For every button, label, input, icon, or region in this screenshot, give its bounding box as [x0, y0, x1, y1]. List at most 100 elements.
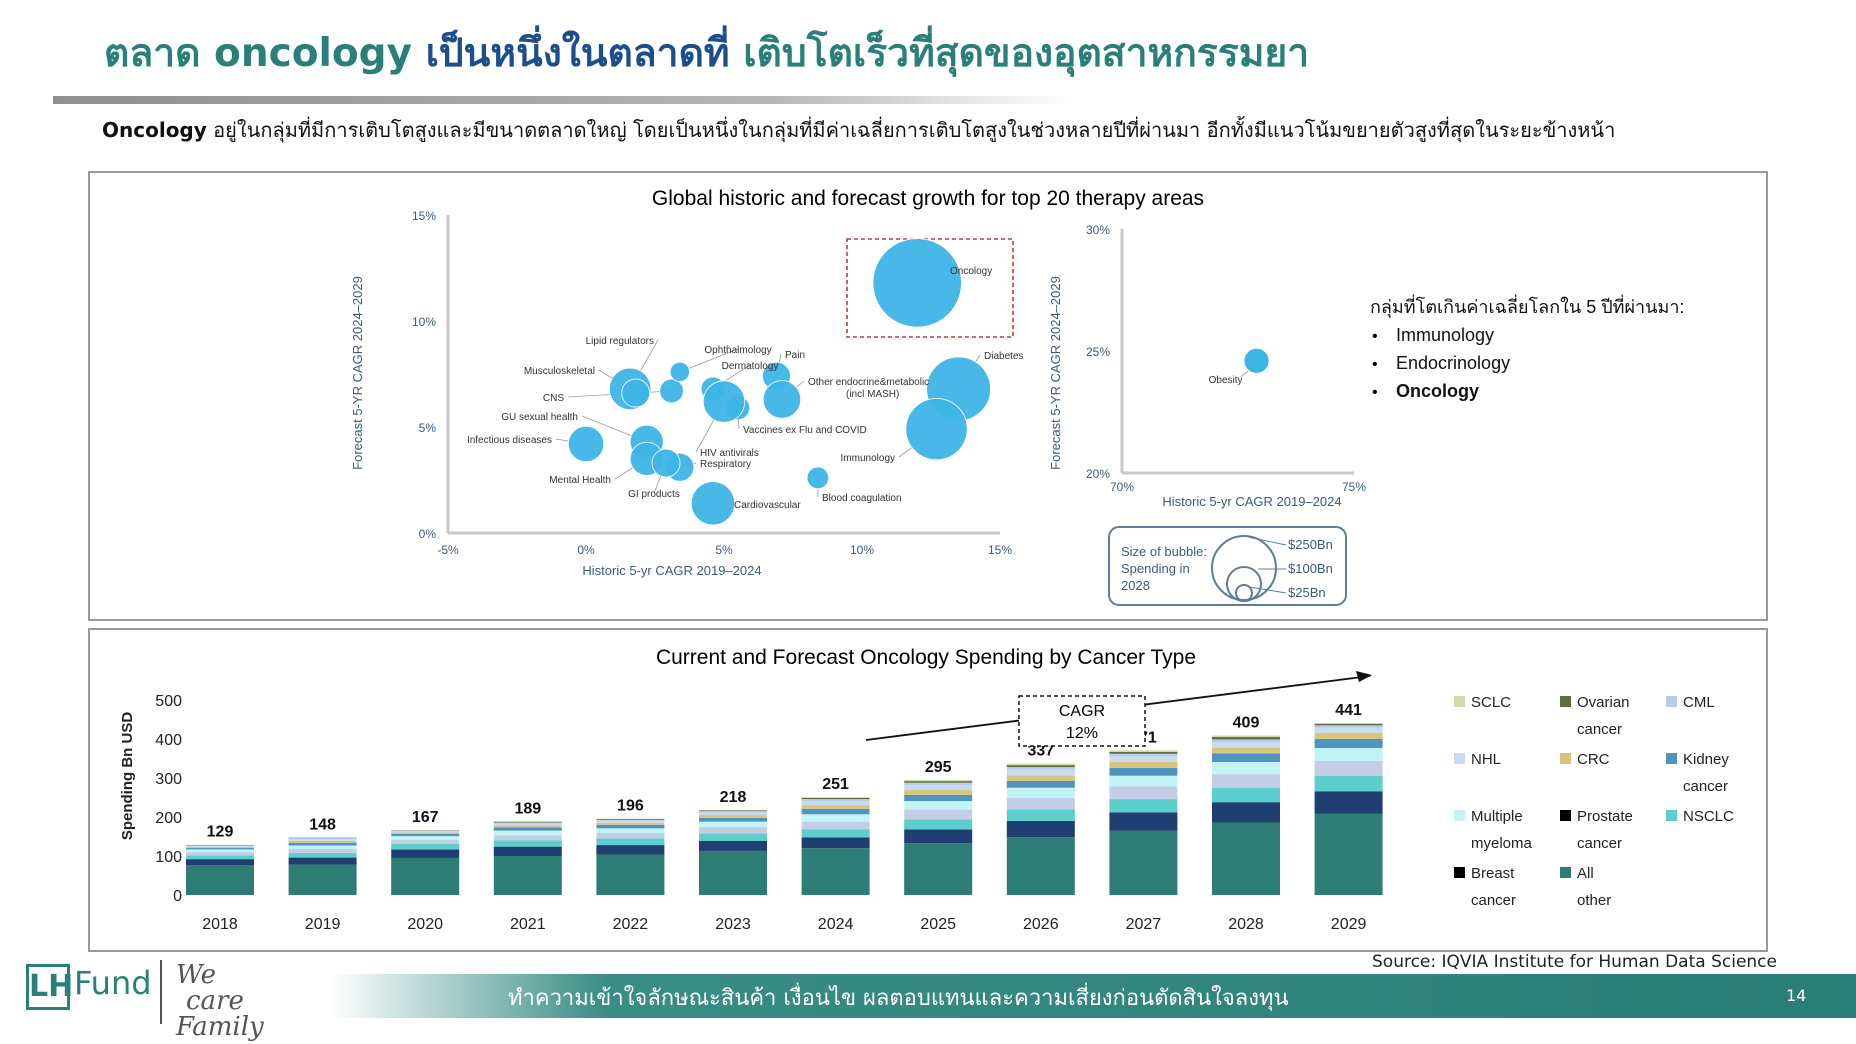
legend-label-all-other-2: other — [1577, 892, 1611, 909]
bar-2023-multiple-myeloma — [699, 821, 767, 828]
label-other-endocrine-metabolic-incl-mash-2: (incl MASH) — [846, 389, 899, 400]
label-dermatology: Dermatology — [722, 361, 779, 372]
bar-2022-all-other — [596, 854, 665, 895]
bar-2020-nhl — [391, 831, 460, 833]
label-pain: Pain — [785, 350, 805, 361]
main-x-ticks: -5% 0% 5% 10% 15% — [437, 543, 1012, 557]
legend-circle-small — [1235, 584, 1253, 602]
legend-swatch-all-other — [1560, 867, 1571, 878]
bar-2018-crc — [186, 847, 254, 848]
bar-2021-nsclc — [493, 840, 562, 847]
bubble-blood-coagulation — [806, 466, 830, 490]
bar-2029-sclc — [1314, 723, 1383, 724]
bar-2018-nsclc — [186, 855, 254, 860]
bar-2025-kidney-cancer — [904, 794, 973, 802]
bar-total-labels: 129148167189196218251295337371409441 — [207, 702, 1362, 841]
bar-2024-multiple-myeloma — [801, 814, 870, 822]
main-x-tick-3: 10% — [850, 543, 874, 557]
bar-2019-nsclc — [288, 852, 357, 858]
bar-2023-all-other — [699, 850, 767, 895]
bar-2026-nhl — [1006, 769, 1075, 776]
bubble-chart-title: Global historic and forecast growth for … — [652, 187, 1204, 210]
bar-total-2021: 189 — [514, 800, 541, 817]
main-y-axis-label: Forecast 5-YR CAGR 2024–2029 — [350, 276, 365, 470]
bar-2026-breast — [1006, 820, 1075, 838]
label-blood-coagulation: Blood coagulation — [822, 493, 902, 504]
label-musculoskeletal: Musculoskeletal — [524, 366, 595, 377]
legend-label-crc: CRC — [1577, 751, 1610, 768]
bubble-hiv-antivirals — [702, 380, 746, 423]
inset-y-tick-1: 25% — [1086, 345, 1110, 359]
bar-total-2029: 441 — [1335, 702, 1362, 719]
legend-swatch-nhl — [1454, 753, 1465, 764]
legend-label-prostate-cancer: Prostate — [1577, 808, 1633, 825]
highlight-bullet-3: • — [1372, 384, 1378, 401]
bar-2018-breast — [186, 859, 254, 866]
bar-2021-nhl — [493, 823, 562, 826]
bar-2020-all-other — [391, 857, 460, 895]
slogan-line-3: Family — [176, 1012, 264, 1042]
bar-2018-kidney-cancer — [186, 847, 254, 850]
bar-2024-cml — [801, 799, 870, 802]
bar-2028-nhl — [1212, 742, 1280, 748]
bar-x-ticks: 2018 2019 2020 2021 2022 2023 2024 2025 2026 2027… — [202, 916, 1366, 933]
inset-x-tick-1: 75% — [1342, 480, 1366, 494]
bar-2019-crc — [288, 840, 357, 843]
bar-x-tick-2019: 2019 — [305, 916, 341, 933]
bar-2024-all-other — [801, 848, 870, 895]
we-care-family-logo: We care Family — [176, 962, 264, 1040]
inset-x-tick-0: 70% — [1110, 480, 1134, 494]
lh-logo-text: Fund — [74, 964, 152, 1002]
bar-2021-prostate — [493, 835, 562, 841]
lh-logo-mark: LH — [26, 964, 73, 1010]
inset-y-tick-0: 20% — [1086, 467, 1110, 481]
label-hiv-antivirals: HIV antivirals — [700, 448, 759, 459]
bar-x-tick-2022: 2022 — [613, 916, 649, 933]
legend-label-nhl: NHL — [1471, 751, 1501, 768]
bar-2022-kidney-cancer — [596, 824, 665, 829]
bubble-immunology — [905, 398, 968, 461]
bar-2022-nsclc — [596, 838, 665, 846]
inset-bubbles: Obesity — [1209, 347, 1270, 386]
bar-2028-breast — [1212, 802, 1280, 823]
bar-2025-crc — [904, 790, 973, 795]
bar-2026-prostate — [1006, 797, 1075, 810]
bar-2020-breast — [391, 849, 460, 858]
bar-2027-prostate — [1109, 786, 1178, 800]
bar-y-tick-4: 400 — [155, 732, 182, 749]
legend-label-multiple-myeloma-2: myeloma — [1471, 835, 1533, 852]
cagr-box — [1018, 695, 1146, 747]
bar-2018-multiple-myeloma — [186, 849, 254, 853]
bar-2028-all-other — [1212, 822, 1280, 895]
bubble-size-legend — [1108, 526, 1347, 606]
bar-2021-all-other — [493, 856, 562, 895]
legend-label-nsclc: NSCLC — [1683, 808, 1734, 825]
legend-swatch-ovarian-cancer — [1560, 696, 1571, 707]
inset-y-tick-2: 30% — [1086, 223, 1110, 237]
bar-2026-multiple-myeloma — [1006, 787, 1075, 798]
legend-size-25: $25Bn — [1288, 585, 1326, 600]
bar-x-tick-2018: 2018 — [202, 916, 238, 933]
label-respiratory: Respiratory — [700, 459, 751, 470]
bar-x-tick-2026: 2026 — [1023, 916, 1059, 933]
bar-2020-prostate — [391, 840, 460, 844]
bar-2026-nsclc — [1006, 809, 1075, 821]
subtitle-rest: อยู่ในกลุ่มที่มีการเติบโตสูงและมีขนาดตลา… — [206, 118, 1616, 142]
leader-ophthalmology — [679, 348, 739, 373]
bar-2029-breast — [1314, 791, 1383, 814]
label-cardiovascular: Cardiovascular — [734, 500, 801, 511]
bar-2022-ovarian-cancer — [596, 818, 665, 820]
label-gi-products: GI products — [628, 489, 680, 500]
bar-2027-nsclc — [1109, 799, 1178, 813]
bar-2024-breast — [801, 837, 870, 849]
legend-leader-3 — [1249, 586, 1287, 594]
bar-2023-nsclc — [699, 833, 767, 841]
label-vaccines-ex-flu-and-covid: Vaccines ex Flu and COVID — [743, 425, 867, 436]
cagr-arrowhead — [1356, 671, 1372, 682]
logo-separator — [160, 960, 162, 1024]
label-other-endocrine-metabolic-incl-mash: Other endocrine&metabolic — [808, 377, 929, 388]
bar-2026-all-other — [1006, 837, 1075, 895]
bar-2024-crc — [801, 805, 870, 809]
bar-2026-kidney-cancer — [1006, 780, 1075, 788]
highlight-item-2: Endocrinology — [1396, 353, 1510, 373]
